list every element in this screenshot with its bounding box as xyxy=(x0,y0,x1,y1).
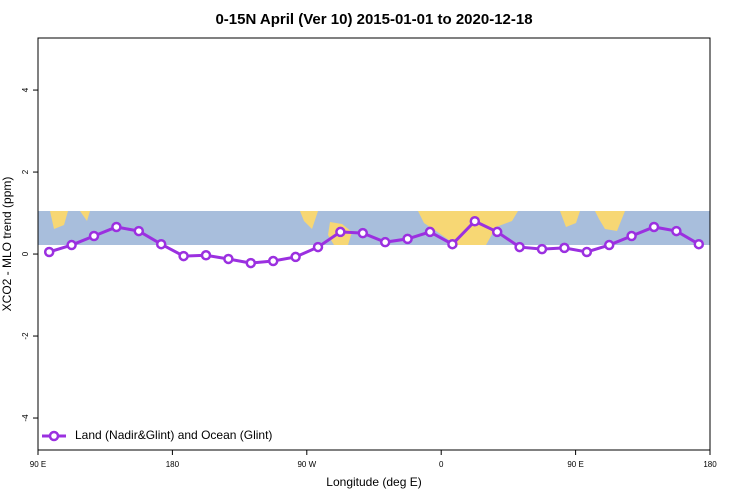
x-axis-label: Longitude (deg E) xyxy=(326,475,421,489)
data-point xyxy=(43,246,55,258)
data-point xyxy=(402,233,413,245)
data-point xyxy=(693,238,705,250)
x-tick-label: 90 E xyxy=(30,460,46,469)
x-tick-label: 0 xyxy=(439,460,444,469)
data-point xyxy=(133,225,145,237)
data-point xyxy=(357,227,369,239)
x-tick-label: 90 W xyxy=(297,460,316,469)
data-point xyxy=(603,239,615,251)
data-point xyxy=(223,253,234,265)
x-tick-label: 180 xyxy=(703,460,717,469)
data-point xyxy=(88,230,100,242)
data-point xyxy=(626,230,637,242)
data-point xyxy=(559,242,570,254)
data-point xyxy=(671,225,682,237)
y-tick-label: 2 xyxy=(21,169,30,174)
data-point xyxy=(312,241,324,253)
legend-label: Land (Nadir&Glint) and Ocean (Glint) xyxy=(75,428,272,442)
data-point xyxy=(335,226,346,238)
data-point xyxy=(200,250,212,261)
x-tick-label: 90 E xyxy=(567,460,583,469)
y-tick-label: -4 xyxy=(21,414,30,422)
y-tick-label: -2 xyxy=(21,332,30,340)
data-point xyxy=(491,226,503,238)
x-tick-label: 180 xyxy=(166,460,180,469)
data-point xyxy=(155,238,167,250)
data-point xyxy=(514,241,525,253)
legend-marker xyxy=(48,430,60,442)
y-tick-label: 0 xyxy=(21,251,30,256)
data-point xyxy=(581,246,593,258)
data-point xyxy=(379,236,391,248)
data-point xyxy=(267,255,279,267)
y-axis-label: XCO2 - MLO trend (ppm) xyxy=(0,177,14,312)
data-point xyxy=(178,250,189,262)
data-point xyxy=(536,243,548,255)
data-point xyxy=(66,239,77,251)
data-point xyxy=(290,251,301,263)
plot-frame xyxy=(37,37,711,451)
chart-title: 0-15N April (Ver 10) 2015-01-01 to 2020-… xyxy=(215,11,532,28)
data-point xyxy=(648,221,660,233)
y-tick-label: 4 xyxy=(21,87,30,92)
data-point xyxy=(424,226,436,238)
data-point xyxy=(447,238,458,250)
data-point xyxy=(111,221,122,233)
data-point xyxy=(245,257,257,269)
data-point xyxy=(469,215,481,227)
